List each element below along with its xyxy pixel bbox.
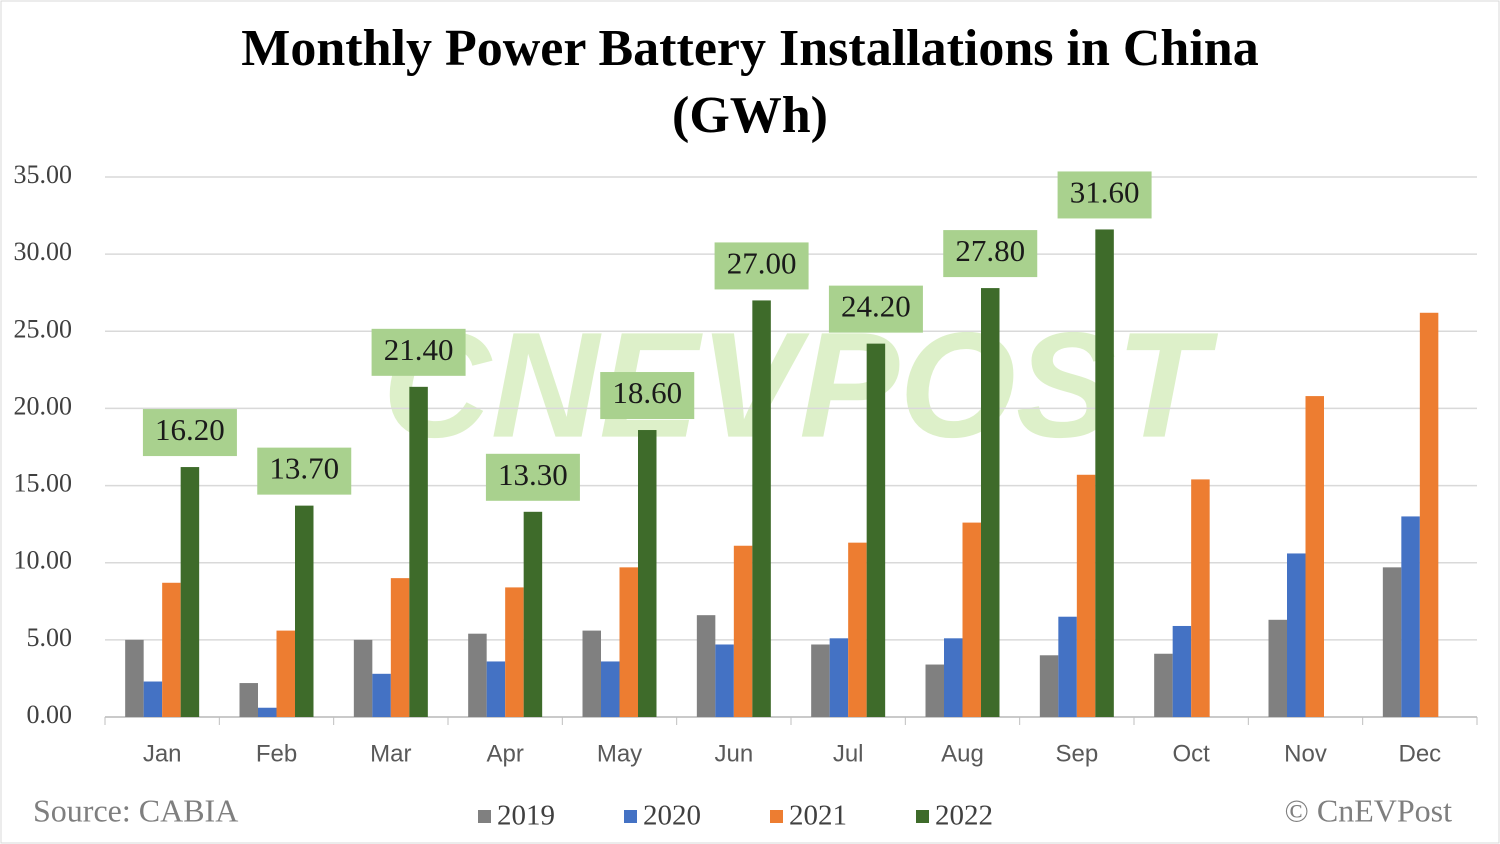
value-label-box [600, 372, 695, 420]
bar [125, 639, 144, 717]
y-tick-label: 10.00 [14, 546, 73, 575]
bar [468, 633, 487, 717]
bar [143, 681, 163, 717]
value-label: 13.70 [269, 451, 339, 486]
value-label-box [142, 409, 237, 457]
bar [811, 644, 830, 717]
y-tick-label: 5.00 [27, 623, 73, 652]
x-tick-label: Feb [256, 740, 297, 767]
bar [180, 467, 200, 717]
value-label-box [943, 230, 1038, 278]
bar [715, 644, 734, 717]
value-label: 31.60 [1070, 175, 1140, 210]
y-tick-label: 15.00 [14, 469, 73, 498]
bar [962, 522, 981, 717]
bar [1382, 567, 1402, 717]
bar [1058, 616, 1077, 717]
value-label-box [371, 328, 466, 376]
x-tick-label: Jul [833, 740, 864, 767]
bar [1419, 312, 1439, 717]
bar [1039, 655, 1059, 717]
bar [638, 430, 657, 717]
bar [258, 707, 277, 717]
x-tick-label: Oct [1172, 740, 1210, 767]
bar [1268, 619, 1287, 717]
value-label-box [1057, 171, 1152, 219]
bar [752, 300, 771, 717]
x-tick-label: Apr [486, 740, 523, 767]
chart-title: Monthly Power Battery Installations in C… [241, 20, 1258, 77]
legend-label: 2019 [497, 800, 555, 832]
bar [944, 638, 963, 717]
x-tick-label: Jan [143, 740, 182, 767]
bar [162, 582, 181, 717]
x-tick-label: Nov [1284, 740, 1327, 767]
bar [601, 661, 620, 717]
value-label-box [485, 453, 580, 501]
value-label: 24.20 [841, 289, 911, 324]
value-label: 27.80 [955, 233, 1025, 268]
bar [1287, 553, 1306, 717]
value-label: 27.00 [727, 246, 797, 281]
bar [295, 505, 314, 717]
bar [733, 545, 753, 717]
y-tick-label: 25.00 [14, 314, 73, 343]
x-tick-label: Mar [370, 740, 411, 767]
bar [1095, 229, 1114, 717]
bar [1401, 516, 1420, 717]
bar [523, 511, 543, 717]
source: Source: CABIA [33, 792, 238, 828]
legend-swatch [624, 810, 637, 823]
bar [925, 664, 944, 717]
bar [239, 683, 258, 717]
legend-label: 2021 [789, 800, 847, 832]
credit: © CnEVPost [1285, 792, 1453, 828]
x-tick-label: May [597, 740, 642, 767]
x-tick-label: Sep [1055, 740, 1098, 767]
bar [1076, 474, 1096, 717]
value-label-box [828, 285, 923, 333]
value-label-box [714, 242, 809, 290]
bar [276, 630, 295, 717]
bar [1154, 653, 1173, 717]
bar [1305, 396, 1324, 717]
x-tick-label: Aug [941, 740, 984, 767]
bar [619, 567, 638, 717]
legend-label: 2020 [643, 800, 701, 832]
bar [866, 343, 886, 717]
x-tick-label: Jun [714, 740, 753, 767]
bar [696, 615, 716, 717]
y-tick-label: 35.00 [14, 160, 73, 189]
value-label: 18.60 [612, 375, 682, 410]
chart-subtitle: (GWh) [672, 87, 828, 144]
y-tick-label: 20.00 [14, 391, 73, 420]
legend-swatch [770, 810, 783, 823]
bar [1191, 479, 1210, 717]
bar [390, 578, 410, 717]
bar [848, 542, 867, 717]
x-tick-label: Dec [1398, 740, 1441, 767]
bar [505, 587, 524, 717]
y-tick-label: 0.00 [27, 700, 73, 729]
bar [829, 638, 849, 717]
legend-swatch [916, 810, 929, 823]
legend-label: 2022 [935, 800, 993, 832]
value-label: 13.30 [498, 457, 568, 492]
value-label: 16.20 [155, 412, 225, 447]
y-tick-label: 30.00 [14, 237, 73, 266]
legend-swatch [478, 810, 491, 823]
value-label-box [257, 447, 352, 495]
bar [1172, 625, 1192, 717]
bar [486, 661, 506, 717]
bar [353, 639, 373, 717]
value-label: 21.40 [384, 332, 454, 367]
bar [409, 386, 428, 717]
watermark: CNEVPOST [382, 301, 1219, 469]
bar [582, 630, 601, 717]
bar [981, 288, 1000, 717]
bar [372, 673, 391, 717]
